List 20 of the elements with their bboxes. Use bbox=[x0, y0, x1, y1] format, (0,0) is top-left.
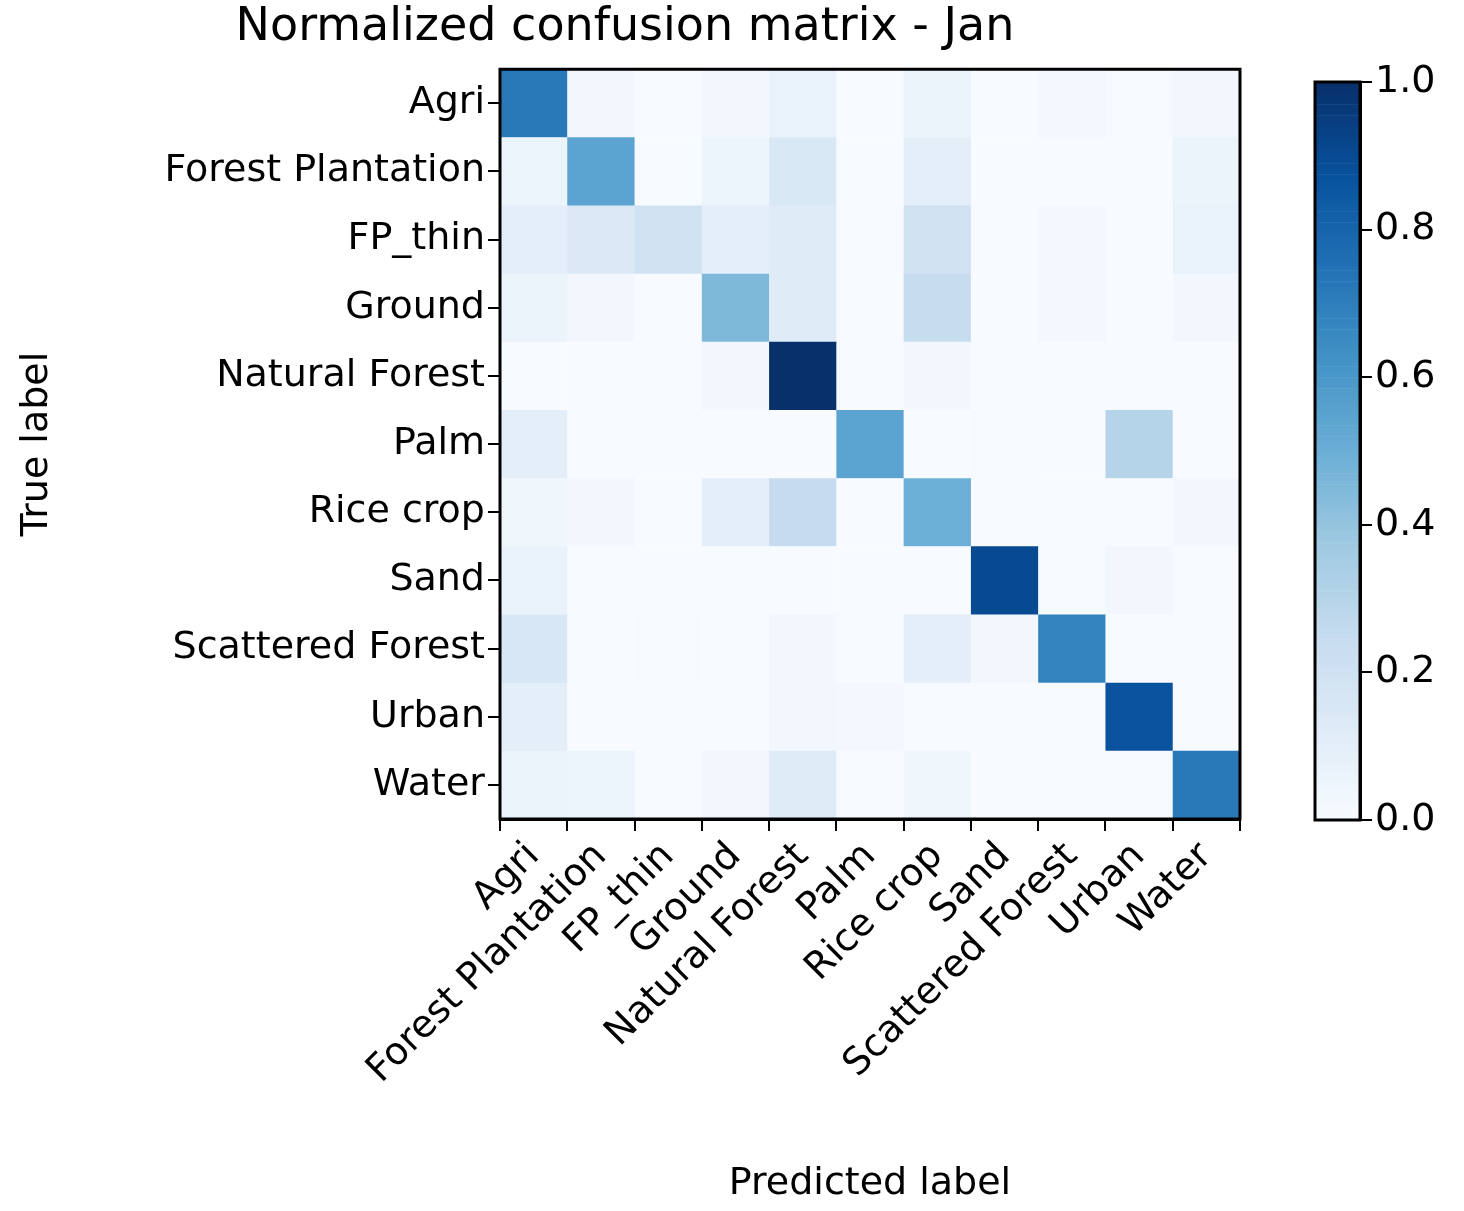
y-tick-label: Water bbox=[372, 759, 486, 804]
color-bar-label: 1.0 bbox=[1375, 56, 1436, 101]
y-tick-label: Natural Forest bbox=[216, 350, 485, 395]
y-axis-title: True label bbox=[11, 351, 56, 538]
color-bar-label: 0.2 bbox=[1375, 647, 1436, 692]
y-tick-label: Rice crop bbox=[308, 487, 485, 532]
color-bar-label: 0.4 bbox=[1375, 499, 1436, 544]
y-tick-label: Scattered Forest bbox=[172, 623, 485, 668]
y-tick-label: Forest Plantation bbox=[164, 146, 485, 191]
y-tick-label: Urban bbox=[370, 691, 485, 736]
y-tick-label: Sand bbox=[389, 555, 485, 600]
y-tick-label: FP_thin bbox=[347, 214, 485, 259]
y-tick-label: Agri bbox=[408, 78, 485, 123]
x-axis-title: Predicted label bbox=[728, 1159, 1012, 1204]
color-bar-label: 0.8 bbox=[1375, 204, 1436, 249]
color-bar-label: 0.6 bbox=[1375, 352, 1436, 397]
y-tick-label: Palm bbox=[392, 418, 485, 463]
chart-title: Normalized confusion matrix - Jan bbox=[235, 0, 1015, 51]
y-tick-label: Ground bbox=[345, 282, 485, 327]
color-bar-label: 0.0 bbox=[1375, 794, 1436, 839]
